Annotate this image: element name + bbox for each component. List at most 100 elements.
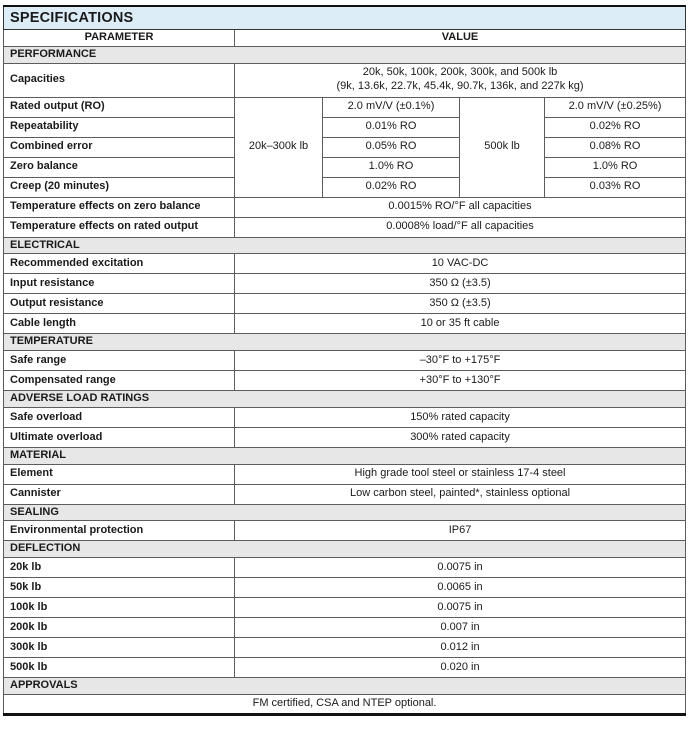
parameter-value-low-range: 2.0 mV/V (±0.1%)	[322, 96, 460, 118]
parameter-value: 0.0075 in	[233, 557, 687, 579]
parameter-value: 0.0065 in	[233, 577, 687, 599]
section-header-sealing: SEALING	[2, 503, 687, 522]
spec-row-creep-20-minutes: Creep (20 minutes) 0.02% RO 0.03% RO	[3, 176, 687, 198]
parameter-label: Combined error	[3, 136, 235, 158]
parameter-label: Rated output (RO)	[3, 96, 235, 118]
parameter-label: Capacities	[3, 62, 235, 98]
parameter-value-low-range: 0.01% RO	[322, 116, 460, 138]
spec-row-20k-lb: 20k lb 0.0075 in	[3, 557, 687, 579]
value-column-header: VALUE	[233, 29, 687, 47]
spec-row-capacities: Capacities 20k, 50k, 100k, 200k, 300k, an…	[3, 62, 687, 98]
parameter-value: High grade tool steel or stainless 17-4 …	[233, 463, 687, 485]
parameter-value: 0.0015% RO/°F all capacities	[233, 196, 687, 218]
section-header-material: MATERIAL	[2, 446, 687, 465]
parameter-label: Output resistance	[3, 293, 235, 315]
parameter-value: 10 or 35 ft cable	[233, 313, 687, 335]
parameter-label: 500k lb	[3, 657, 235, 679]
section-header-adverse-load-ratings: ADVERSE LOAD RATINGS	[2, 390, 687, 408]
parameter-label: Temperature effects on rated output	[3, 216, 235, 238]
column-header-row: PARAMETER VALUE	[3, 29, 687, 47]
parameter-column-header: PARAMETER	[3, 29, 235, 47]
parameter-value-high-range: 0.03% RO	[543, 176, 687, 198]
parameter-label: 20k lb	[3, 557, 235, 579]
section-header-label: ADVERSE LOAD RATINGS	[2, 390, 687, 408]
spec-row-combined-error: Combined error 0.05% RO 0.08% RO	[3, 136, 687, 158]
parameter-label: Element	[3, 463, 235, 485]
spec-row-input-resistance: Input resistance 350 Ω (±3.5)	[3, 273, 687, 295]
parameter-value: +30°F to +130°F	[233, 370, 687, 392]
section-header-label: MATERIAL	[2, 446, 687, 465]
approvals-value-row: FM certified, CSA and NTEP optional.	[2, 693, 687, 715]
parameter-label: Creep (20 minutes)	[3, 176, 235, 198]
parameter-value-high-range: 0.02% RO	[543, 116, 687, 138]
spec-row-recommended-excitation: Recommended excitation 10 VAC-DC	[3, 253, 687, 275]
parameter-value-high-range: 1.0% RO	[543, 156, 687, 178]
spec-row-temperature-effects-on-zero-balance: Temperature effects on zero balance 0.001…	[3, 196, 687, 218]
parameter-label: Cannister	[3, 483, 235, 505]
parameter-value: 350 Ω (±3.5)	[233, 273, 687, 295]
parameter-label: 100k lb	[3, 597, 235, 619]
specifications-table-body: SPECIFICATIONS PARAMETER VALUE PERFORMANCE C…	[2, 5, 687, 715]
parameter-label: Compensated range	[3, 370, 235, 392]
parameter-label: Recommended excitation	[3, 253, 235, 275]
parameter-label: Zero balance	[3, 156, 235, 178]
parameter-value: 0.0075 in	[233, 597, 687, 619]
section-header-label: APPROVALS	[2, 677, 687, 695]
spec-row-500k-lb: 500k lb 0.020 in	[3, 657, 687, 679]
parameter-value: IP67	[233, 520, 687, 542]
parameter-label: Safe overload	[3, 406, 235, 428]
specifications-table: SPECIFICATIONS PARAMETER VALUE PERFORMANCE C…	[2, 5, 687, 716]
spec-row-100k-lb: 100k lb 0.0075 in	[3, 597, 687, 619]
parameter-value: 0.0008% load/°F all capacities	[233, 216, 687, 238]
parameter-label: Input resistance	[3, 273, 235, 295]
spec-row-200k-lb: 200k lb 0.007 in	[3, 617, 687, 639]
spec-row-cable-length: Cable length 10 or 35 ft cable	[3, 313, 687, 335]
parameter-label: 300k lb	[3, 637, 235, 659]
parameter-label: 200k lb	[3, 617, 235, 639]
section-header-label: DEFLECTION	[2, 540, 687, 559]
parameter-value-low-range: 0.02% RO	[322, 176, 460, 198]
section-header-performance: PERFORMANCE	[2, 45, 687, 64]
spec-row-output-resistance: Output resistance 350 Ω (±3.5)	[3, 293, 687, 315]
parameter-value: 20k, 50k, 100k, 200k, 300k, and 500k lb …	[233, 62, 687, 98]
spec-row-safe-range: Safe range –30°F to +175°F	[3, 350, 687, 372]
spec-row-rated-output-ro: Rated output (RO) 20k–300k lb 2.0 mV/V (±0…	[3, 96, 687, 198]
spec-row-safe-overload: Safe overload 150% rated capacity	[3, 406, 687, 428]
parameter-label: 50k lb	[3, 577, 235, 599]
parameter-value: 350 Ω (±3.5)	[233, 293, 687, 315]
section-header-label: TEMPERATURE	[2, 333, 687, 352]
parameter-value: 10 VAC-DC	[233, 253, 687, 275]
parameter-value: Low carbon steel, painted*, stainless op…	[233, 483, 687, 505]
parameter-value-high-range: 2.0 mV/V (±0.25%)	[543, 96, 687, 118]
approvals-value: FM certified, CSA and NTEP optional.	[2, 693, 687, 715]
section-header-deflection: DEFLECTION	[2, 540, 687, 559]
section-header-label: SEALING	[2, 503, 687, 522]
spec-row-repeatability: Repeatability 0.01% RO 0.02% RO	[3, 116, 687, 138]
spec-row-temperature-effects-on-rated-output: Temperature effects on rated output 0.000…	[3, 216, 687, 238]
parameter-label: Ultimate overload	[3, 426, 235, 448]
capacity-group-label-high: 500k lb	[459, 96, 545, 198]
capacity-group-label-low: 20k–300k lb	[234, 96, 323, 198]
parameter-label: Repeatability	[3, 116, 235, 138]
spec-row-50k-lb: 50k lb 0.0065 in	[3, 577, 687, 599]
spec-row-cannister: Cannister Low carbon steel, painted*, sta…	[3, 483, 687, 505]
parameter-value-low-range: 1.0% RO	[322, 156, 460, 178]
spec-row-ultimate-overload: Ultimate overload 300% rated capacity	[3, 426, 687, 448]
parameter-value: 0.007 in	[233, 617, 687, 639]
section-header-temperature: TEMPERATURE	[2, 333, 687, 352]
parameter-value: 0.020 in	[233, 657, 687, 679]
parameter-value-high-range: 0.08% RO	[543, 136, 687, 158]
table-title-row: SPECIFICATIONS	[2, 5, 687, 31]
spec-row-environmental-protection: Environmental protection IP67	[3, 520, 687, 542]
parameter-label: Environmental protection	[3, 520, 235, 542]
parameter-value: 300% rated capacity	[233, 426, 687, 448]
parameter-value: –30°F to +175°F	[233, 350, 687, 372]
section-header-electrical: ELECTRICAL	[2, 236, 687, 255]
parameter-value-low-range: 0.05% RO	[322, 136, 460, 158]
section-header-label: ELECTRICAL	[2, 236, 687, 255]
spec-row-compensated-range: Compensated range +30°F to +130°F	[3, 370, 687, 392]
parameter-label: Cable length	[3, 313, 235, 335]
section-header-label: PERFORMANCE	[2, 45, 687, 64]
parameter-value: 0.012 in	[233, 637, 687, 659]
